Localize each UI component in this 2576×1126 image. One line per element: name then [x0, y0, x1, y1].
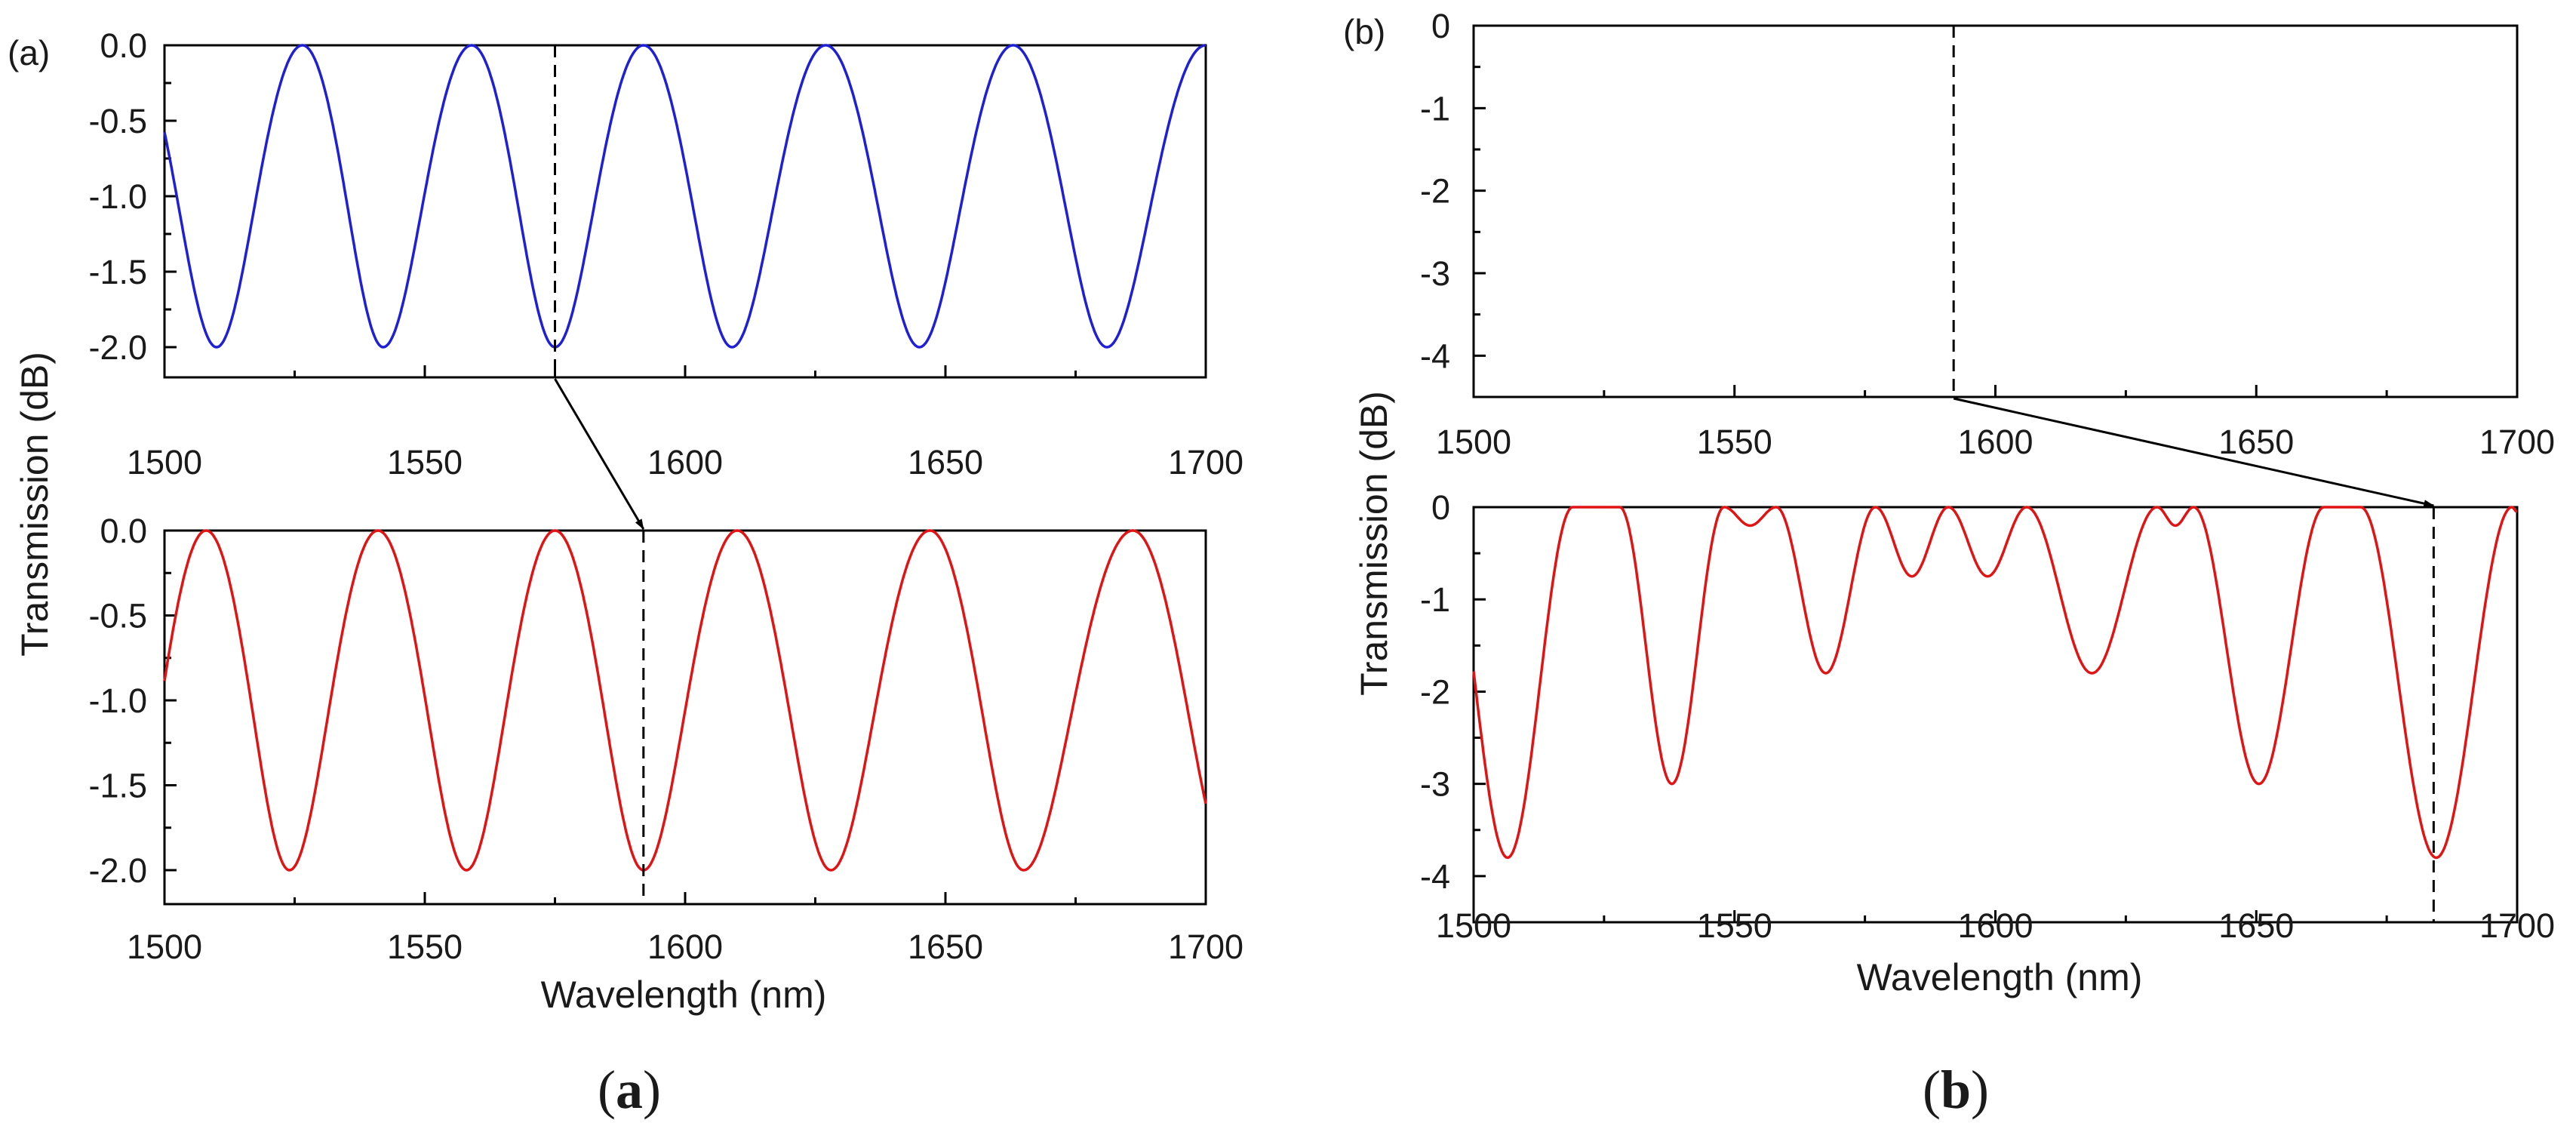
- arrow-a-top-to-bottom: [554, 378, 645, 530]
- y-axis-title-a: Transmission (dB): [14, 352, 56, 657]
- y-tick-label: 0.0: [100, 512, 147, 550]
- x-tick-label: 1700: [1168, 928, 1243, 966]
- y-tick-label: -1: [1420, 89, 1450, 128]
- x-tick-label: 1700: [2479, 906, 2555, 945]
- series-line-transmission: [163, 44, 1207, 349]
- x-tick-label: 1600: [647, 928, 723, 966]
- x-tick-label: 1500: [1436, 423, 1511, 461]
- plot-a-bottom: 1500 1550 1600 1650 1700 0.0 -0.5 -1.0 -1.5 -2.0: [88, 512, 1243, 966]
- panel-tag-b: (b): [1343, 12, 1385, 51]
- y-tick-label: -1.0: [88, 681, 147, 720]
- x-tick-label: 1600: [1957, 906, 2033, 945]
- plot-b-top: 1500 1550 1600 1650 1700 0 -1 -2 -3 -4: [1420, 7, 2555, 461]
- y-axis-title-b: Transmission (dB): [1353, 391, 1395, 696]
- y-tick-label: -1.5: [88, 767, 147, 805]
- plot-frame: [1472, 24, 2519, 398]
- x-axis-title-a: Wavelength (nm): [541, 974, 827, 1016]
- y-tick-label: 0: [1431, 488, 1450, 527]
- plot-a-top: 1500 1550 1600 1650 1700 0.0 -0.5 -1.0 -1.5 -2.0: [88, 26, 1243, 481]
- y-tick-label: -1.5: [88, 253, 147, 291]
- x-tick-label: 1500: [127, 443, 202, 481]
- panel-tag-a: (a): [8, 33, 50, 72]
- y-tick-label: 0: [1431, 7, 1450, 45]
- y-tick-label: -0.5: [88, 102, 147, 140]
- y-tick-label: -3: [1420, 765, 1450, 804]
- x-tick-label: 1650: [908, 928, 983, 966]
- plot-b-bottom: 1500 1550 1600 1650 1700 0 -1 -2 -3 -4: [1420, 488, 2555, 945]
- caption-b: (b): [1923, 1060, 1989, 1120]
- y-tick-label: -3: [1420, 254, 1450, 293]
- x-tick-label: 1500: [1436, 906, 1511, 945]
- x-axis-title-b: Wavelength (nm): [1857, 956, 2143, 998]
- y-tick-label: -0.5: [88, 597, 147, 635]
- y-tick-label: -1: [1420, 580, 1450, 619]
- arrow-b-top-to-bottom: [1953, 397, 2435, 508]
- y-tick-label: -4: [1420, 857, 1450, 896]
- y-tick-label: -2.0: [88, 328, 147, 367]
- x-tick-label: 1550: [387, 443, 463, 481]
- y-tick-label: -2: [1420, 172, 1450, 211]
- x-tick-label: 1600: [1957, 423, 2033, 461]
- x-tick-label: 1700: [2479, 423, 2555, 461]
- y-tick-label: -4: [1420, 337, 1450, 375]
- series-line-transmission: [163, 529, 1207, 872]
- series-line-transmission: [1472, 506, 2518, 860]
- y-tick-label: -2.0: [88, 851, 147, 890]
- x-tick-label: 1500: [127, 928, 202, 966]
- y-tick-label: -1.0: [88, 177, 147, 216]
- y-tick-label: 0.0: [100, 26, 147, 65]
- plot-frame: [163, 44, 1207, 379]
- x-tick-label: 1650: [908, 443, 983, 481]
- x-tick-label: 1550: [387, 928, 463, 966]
- x-tick-label: 1650: [2218, 423, 2294, 461]
- x-tick-label: 1550: [1697, 906, 1772, 945]
- x-tick-label: 1700: [1168, 443, 1243, 481]
- x-tick-label: 1550: [1697, 423, 1772, 461]
- caption-a: (a): [598, 1060, 661, 1120]
- x-tick-label: 1600: [647, 443, 723, 481]
- y-tick-label: -2: [1420, 672, 1450, 711]
- x-tick-label: 1650: [2218, 906, 2294, 945]
